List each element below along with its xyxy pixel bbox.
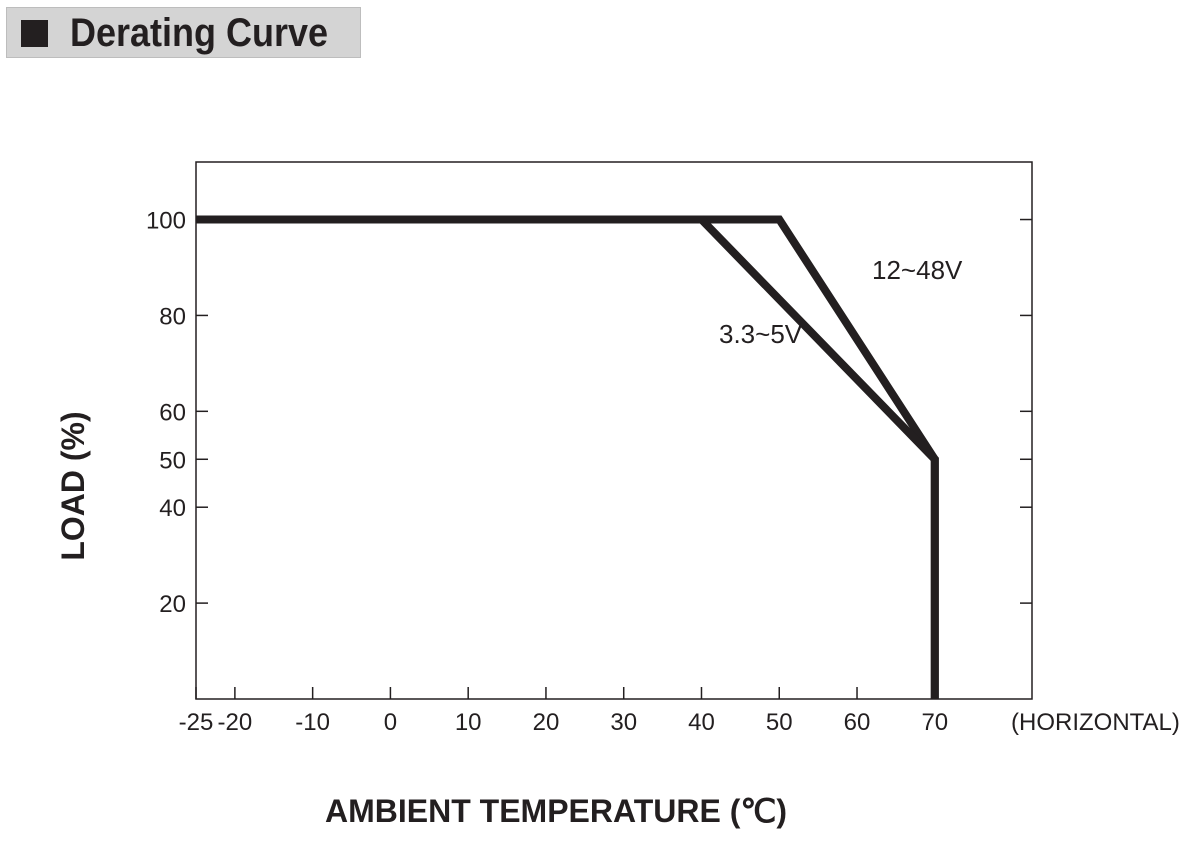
x-tick-label: 20 — [533, 709, 560, 736]
series-line — [196, 215, 939, 699]
x-axis-title: AMBIENT TEMPERATURE (℃) — [325, 793, 787, 829]
x-tick-label: 0 — [384, 709, 397, 736]
chart-title-box: Derating Curve — [6, 7, 361, 58]
y-tick-label: 100 — [146, 208, 186, 235]
series-lines — [196, 215, 939, 699]
x-tick-label: -25 — [179, 709, 214, 736]
tick-marks — [195, 218, 1032, 699]
x-tick-label: 50 — [766, 709, 793, 736]
x-tick-label: 70 — [921, 709, 948, 736]
series-labels: 12~48V 3.3~5V — [719, 255, 963, 349]
series-label: 12~48V — [872, 255, 963, 285]
x-tick-label: 30 — [610, 709, 637, 736]
plot-frame — [195, 161, 1033, 700]
y-tick-label: 20 — [159, 591, 186, 618]
x-tick-label: -20 — [218, 709, 253, 736]
x-tick-label: 60 — [844, 709, 871, 736]
y-tick-label: 40 — [159, 495, 186, 522]
y-tick-labels: 20 40 50 60 80 100 — [146, 208, 186, 619]
x-tick-label: 40 — [688, 709, 715, 736]
y-tick-label: 80 — [159, 303, 186, 330]
y-tick-label: 60 — [159, 399, 186, 426]
series-label: 3.3~5V — [719, 319, 803, 349]
y-axis-title: LOAD (%) — [55, 411, 91, 560]
chart-title: Derating Curve — [70, 11, 329, 55]
y-tick-label: 50 — [159, 447, 186, 474]
x-axis-note: (HORIZONTAL) — [1011, 709, 1180, 736]
square-bullet-icon — [21, 20, 48, 47]
x-tick-labels: -25 -20 -10 0 10 20 30 40 50 60 70 — [179, 709, 948, 736]
x-tick-label: 10 — [455, 709, 482, 736]
series-line — [196, 215, 939, 699]
x-tick-label: -10 — [295, 709, 330, 736]
